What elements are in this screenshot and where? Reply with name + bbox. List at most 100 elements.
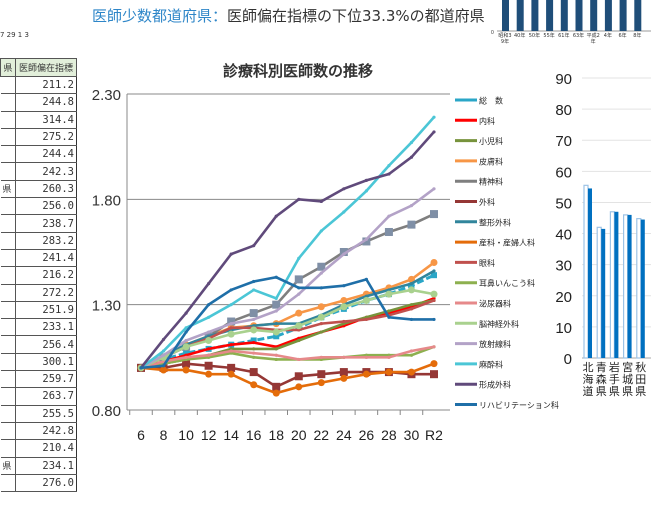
legend-label: 小児科 bbox=[479, 136, 503, 146]
table-row: 211.2 bbox=[0, 75, 77, 95]
y-tick-label: 90 bbox=[555, 71, 572, 88]
data-point bbox=[295, 309, 303, 317]
subtitle-value: 医師偏在指標の下位33.3%の都道府県 bbox=[227, 7, 485, 25]
data-point bbox=[227, 363, 236, 372]
index-cell: 276.0 bbox=[15, 473, 77, 493]
data-point bbox=[339, 248, 348, 256]
data-point bbox=[364, 355, 368, 359]
series-line bbox=[139, 131, 435, 369]
data-point bbox=[274, 309, 278, 313]
bar bbox=[622, 214, 629, 359]
data-point bbox=[252, 279, 256, 284]
data-point bbox=[432, 345, 436, 349]
index-cell: 210.4 bbox=[15, 439, 77, 458]
data-point bbox=[229, 349, 233, 353]
x-tick-label: 北海道 bbox=[582, 361, 594, 398]
data-point bbox=[161, 349, 166, 353]
data-point bbox=[409, 155, 414, 159]
x-tick-label: 8 bbox=[160, 427, 168, 443]
x-tick-label: 40年 bbox=[514, 33, 526, 39]
data-point bbox=[229, 326, 233, 330]
data-point bbox=[340, 303, 348, 311]
data-point bbox=[295, 383, 303, 391]
series-line bbox=[140, 187, 435, 370]
bar bbox=[516, 0, 524, 31]
table-row: 210.4 bbox=[0, 439, 77, 458]
legend-label: 耳鼻いんこう科 bbox=[479, 278, 535, 288]
index-cell: 242.8 bbox=[15, 421, 77, 441]
data-point bbox=[297, 292, 301, 296]
data-point bbox=[249, 368, 258, 377]
data-point bbox=[407, 220, 416, 229]
data-point bbox=[432, 298, 436, 303]
data-point bbox=[319, 355, 323, 359]
x-tick-label: 平成2年 bbox=[586, 33, 600, 45]
data-point bbox=[182, 343, 190, 351]
data-point bbox=[364, 189, 368, 193]
table-row: 241.4 bbox=[0, 248, 77, 268]
x-tick-label: 63年 bbox=[572, 33, 585, 39]
y-tick-label: 0 bbox=[491, 30, 494, 36]
series-15 bbox=[139, 275, 436, 370]
data-point bbox=[274, 357, 278, 362]
data-point bbox=[207, 330, 211, 334]
data-point bbox=[385, 368, 393, 376]
series-line bbox=[140, 275, 434, 370]
data-point bbox=[207, 347, 211, 351]
x-tick-label: 50年 bbox=[528, 33, 541, 39]
data-point bbox=[274, 214, 278, 218]
subtitle: 医師少数都道府県：医師偏在指標の下位33.3%の都道府県 bbox=[92, 5, 485, 26]
data-point bbox=[272, 382, 281, 391]
bar bbox=[546, 0, 554, 31]
series-line bbox=[140, 297, 435, 370]
data-point bbox=[252, 317, 256, 322]
data-point bbox=[430, 259, 438, 267]
table-row: 272.2 bbox=[0, 283, 77, 302]
data-point bbox=[431, 272, 437, 279]
data-point bbox=[297, 197, 301, 201]
subtitle-key: 医師少数都道府県： bbox=[92, 7, 228, 25]
legend-label: 放射線科 bbox=[479, 339, 511, 349]
index-cell: 255.5 bbox=[15, 404, 77, 423]
data-point bbox=[364, 277, 368, 281]
index-cell: 238.7 bbox=[15, 214, 77, 233]
data-point bbox=[342, 284, 346, 288]
table-row: 233.1 bbox=[0, 318, 77, 337]
x-tick-label: 61年 bbox=[558, 33, 570, 39]
legend-label: 内科 bbox=[479, 116, 495, 126]
series-line bbox=[140, 288, 435, 370]
x-tick-label: 20 bbox=[291, 427, 307, 443]
data-point bbox=[229, 252, 233, 256]
data-point bbox=[385, 290, 393, 298]
x-tick-label: 10 bbox=[178, 427, 194, 443]
bar bbox=[627, 214, 632, 358]
x-tick-label: 岩手県 bbox=[608, 361, 620, 398]
data-point bbox=[297, 286, 301, 290]
data-point bbox=[161, 353, 166, 357]
data-point bbox=[340, 374, 348, 382]
bar bbox=[596, 226, 602, 359]
data-point bbox=[319, 199, 323, 204]
index-cell: 251.9 bbox=[15, 300, 77, 320]
data-point bbox=[252, 355, 256, 359]
table-row: 255.5 bbox=[0, 404, 77, 423]
x-tick-label: 24 bbox=[336, 427, 352, 443]
data-point bbox=[229, 288, 233, 292]
x-tick-label: 6年 bbox=[618, 33, 627, 39]
table-row: 244.4 bbox=[0, 145, 77, 164]
chart-title: 診療科別医師数の推移 bbox=[223, 62, 373, 80]
table-row: 県 234.1 bbox=[0, 456, 77, 475]
data-point bbox=[342, 252, 346, 256]
y-tick-label: 40 bbox=[555, 227, 572, 244]
legend-label: 眼科 bbox=[479, 258, 495, 268]
data-point bbox=[252, 288, 256, 292]
data-point bbox=[252, 244, 256, 248]
x-tick-label: 12 bbox=[201, 427, 217, 443]
data-point bbox=[339, 368, 348, 377]
data-point bbox=[160, 366, 168, 374]
data-point bbox=[249, 309, 258, 318]
index-cell: 272.2 bbox=[15, 283, 77, 302]
data-point bbox=[184, 330, 188, 334]
data-point bbox=[409, 349, 414, 353]
data-point bbox=[274, 322, 278, 326]
